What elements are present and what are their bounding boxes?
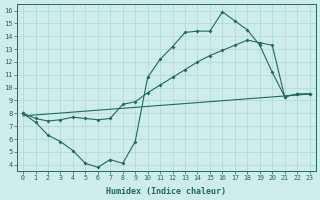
X-axis label: Humidex (Indice chaleur): Humidex (Indice chaleur) <box>106 187 226 196</box>
